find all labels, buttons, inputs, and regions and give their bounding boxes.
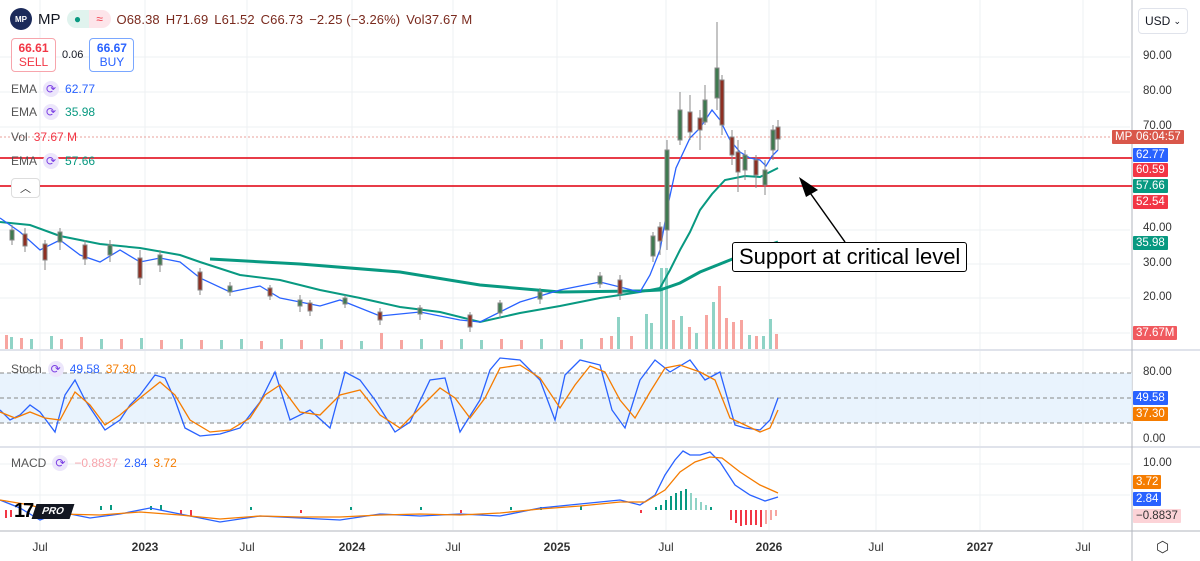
time-tick: 2027 xyxy=(966,540,994,554)
price-tick: 40.00 xyxy=(1143,222,1172,234)
macd-value: 2.84 xyxy=(124,456,148,470)
stoch-k-tag: 49.58 xyxy=(1133,391,1168,405)
price-tick: 90.00 xyxy=(1143,50,1172,62)
symbol-name[interactable]: MP xyxy=(38,10,61,28)
symbol-legend: MP MP ● ≈ O68.38 H71.69 L61.52 C66.73 −2… xyxy=(10,8,472,30)
sell-price: 66.61 xyxy=(18,41,49,55)
indicator-ema-fast[interactable]: EMA ⟳ 62.77 xyxy=(11,81,95,97)
price-tick: 20.00 xyxy=(1143,291,1172,303)
chevron-up-icon: ︿ xyxy=(20,183,31,195)
chevron-down-icon: ⌄ xyxy=(1173,15,1181,26)
indicator-name: EMA xyxy=(11,82,38,96)
indicator-value: 37.67 M xyxy=(33,130,78,144)
indicator-ema-slow[interactable]: EMA ⟳ 35.98 xyxy=(11,104,95,120)
time-tick: 2023 xyxy=(131,540,159,554)
indicator-value: 57.66 xyxy=(65,154,96,168)
time-tick: 2025 xyxy=(543,540,571,554)
price-tick: 80.00 xyxy=(1143,85,1172,97)
settings-icon[interactable]: ⬡ xyxy=(1156,539,1170,556)
ema-fast-tag: 62.77 xyxy=(1133,148,1168,162)
currency-selector[interactable]: USD ⌄ xyxy=(1138,8,1188,34)
macd-signal-value: 3.72 xyxy=(153,456,177,470)
trade-panel: 66.61 SELL 0.06 66.67 BUY xyxy=(11,38,135,72)
stoch-tick: 80.00 xyxy=(1143,366,1172,378)
ema-slow-tag: 35.98 xyxy=(1133,236,1168,250)
indicator-name: EMA xyxy=(11,105,38,119)
indicator-macd[interactable]: MACD ⟳ −0.8837 2.84 3.72 xyxy=(11,455,177,471)
buy-button[interactable]: 66.67 BUY xyxy=(89,38,135,72)
tradingview-logo[interactable]: 17 PRO xyxy=(14,500,75,523)
ohlc-open: O68.38 xyxy=(116,11,160,27)
stoch-d-value: 37.30 xyxy=(105,362,136,376)
stoch-tick: 0.00 xyxy=(1143,433,1166,445)
price-tick: 30.00 xyxy=(1143,257,1172,269)
volume-tag: 37.67M xyxy=(1133,326,1178,340)
upper-level-tag: 60.59 xyxy=(1133,163,1168,177)
indicator-name: EMA xyxy=(11,154,38,168)
macd-signal-tag: 3.72 xyxy=(1133,475,1162,489)
indicator-volume[interactable]: Vol 37.67 M xyxy=(11,130,77,144)
indicator-name: Vol xyxy=(11,130,28,144)
refresh-icon[interactable]: ⟳ xyxy=(43,153,60,169)
refresh-icon[interactable]: ⟳ xyxy=(52,455,69,471)
price-change: −2.25 (−3.26%) xyxy=(309,11,401,27)
refresh-icon[interactable]: ⟳ xyxy=(47,361,64,377)
macd-tag: 2.84 xyxy=(1133,492,1162,506)
ohlc-high: H71.69 xyxy=(165,11,209,27)
volume-value: Vol37.67 M xyxy=(406,11,473,27)
ohlc-close: C66.73 xyxy=(260,11,304,27)
data-delay-icon: ≈ xyxy=(88,10,111,28)
price-tick: 70.00 xyxy=(1143,120,1172,132)
macd-tick: 10.00 xyxy=(1143,457,1172,469)
time-tick: Jul xyxy=(239,540,255,554)
sell-label: SELL xyxy=(18,55,49,69)
time-tick: 2024 xyxy=(338,540,366,554)
spread-value: 0.06 xyxy=(62,49,84,61)
indicator-value: 35.98 xyxy=(65,105,96,119)
tv-logo-mark: 17 xyxy=(14,500,34,522)
indicator-stoch[interactable]: Stoch ⟳ 49.58 37.30 xyxy=(11,361,136,377)
market-status-pill[interactable]: ● ≈ xyxy=(66,10,111,28)
lower-level-tag: 52.54 xyxy=(1133,195,1168,209)
indicator-ema-mid[interactable]: EMA ⟳ 57.66 xyxy=(11,153,95,169)
time-tick: Jul xyxy=(32,540,48,554)
countdown-tag: 06:04:57 xyxy=(1133,130,1184,144)
time-tick: Jul xyxy=(445,540,461,554)
refresh-icon[interactable]: ⟳ xyxy=(43,81,60,97)
time-tick: Jul xyxy=(868,540,884,554)
symbol-price-tag: MP xyxy=(1112,130,1136,144)
ohlc-low: L61.52 xyxy=(214,11,255,27)
buy-label: BUY xyxy=(99,55,125,69)
stoch-k-value: 49.58 xyxy=(69,362,100,376)
time-tick: Jul xyxy=(1075,540,1091,554)
market-open-dot-icon: ● xyxy=(66,10,89,28)
sell-button[interactable]: 66.61 SELL xyxy=(11,38,56,72)
refresh-icon[interactable]: ⟳ xyxy=(43,104,60,120)
pro-badge: PRO xyxy=(31,504,75,519)
company-logo: MP xyxy=(10,8,32,30)
time-tick: 2026 xyxy=(755,540,783,554)
macd-hist-value: −0.8837 xyxy=(74,456,119,470)
indicator-name: Stoch xyxy=(11,362,42,376)
collapse-legend-button[interactable]: ︿ xyxy=(11,178,40,198)
ema-mid-tag: 57.66 xyxy=(1133,179,1168,193)
currency-label: USD xyxy=(1145,14,1171,28)
indicator-value: 62.77 xyxy=(65,82,96,96)
buy-price: 66.67 xyxy=(96,41,127,55)
indicator-name: MACD xyxy=(11,456,47,470)
macd-hist-tag: −0.8837 xyxy=(1133,509,1181,523)
annotation-callout[interactable]: Support at critical level xyxy=(732,242,968,272)
time-tick: Jul xyxy=(658,540,674,554)
stoch-d-tag: 37.30 xyxy=(1133,407,1168,421)
